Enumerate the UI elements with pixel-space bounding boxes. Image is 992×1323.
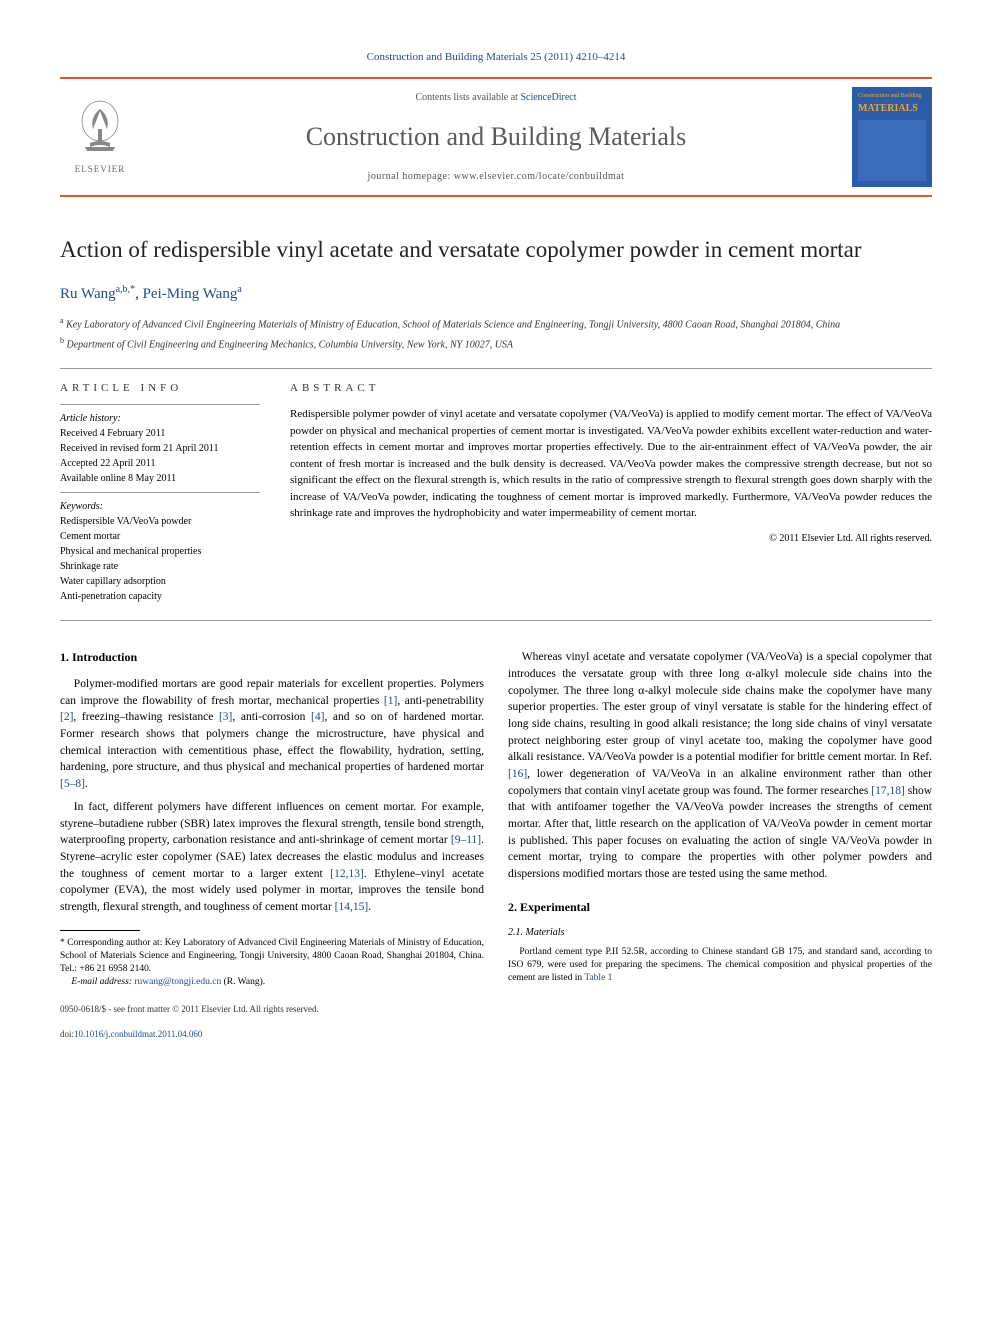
ref-link-12-13[interactable]: [12,13] — [330, 868, 364, 880]
article-title: Action of redispersible vinyl acetate an… — [60, 235, 932, 265]
keyword: Cement mortar — [60, 529, 260, 544]
keywords-label: Keywords: — [60, 499, 260, 514]
elsevier-tree-icon — [75, 99, 125, 159]
intro-para-1: Polymer-modified mortars are good repair… — [60, 676, 484, 793]
publisher-name: ELSEVIER — [75, 163, 126, 176]
author-1-link[interactable]: Ru Wang — [60, 286, 116, 302]
doi-link[interactable]: 10.1016/j.conbuildmat.2011.04.060 — [74, 1029, 202, 1039]
ref-link-1[interactable]: [1] — [384, 695, 397, 707]
cover-title: MATERIALS — [858, 102, 926, 116]
section-heading-experimental: 2. Experimental — [508, 899, 932, 916]
ref-link-4[interactable]: [4] — [311, 711, 324, 723]
online-date: Available online 8 May 2011 — [60, 471, 260, 486]
journal-header: ELSEVIER Contents lists available at Sci… — [60, 77, 932, 197]
header-center: Contents lists available at ScienceDirec… — [140, 79, 852, 195]
table-1-link[interactable]: Table 1 — [584, 973, 612, 983]
abstract-copyright: © 2011 Elsevier Ltd. All rights reserved… — [290, 532, 932, 546]
right-column: Whereas vinyl acetate and versatate copo… — [508, 649, 932, 1041]
author-2-affil-sup[interactable]: a — [237, 284, 241, 295]
info-abstract-row: ARTICLE INFO Article history: Received 4… — [60, 381, 932, 604]
author-2-link[interactable]: Pei-Ming Wang — [143, 286, 238, 302]
cover-image-placeholder — [858, 120, 926, 181]
materials-para-1: Portland cement type P.II 52.5R, accordi… — [508, 946, 932, 986]
received-date: Received 4 February 2011 — [60, 426, 260, 441]
abstract-text: Redispersible polymer powder of vinyl ac… — [290, 406, 932, 522]
body-columns: 1. Introduction Polymer-modified mortars… — [60, 649, 932, 1041]
contents-prefix: Contents lists available at — [415, 92, 520, 103]
journal-homepage: journal homepage: www.elsevier.com/locat… — [140, 170, 852, 184]
doi-line: doi:10.1016/j.conbuildmat.2011.04.060 — [60, 1029, 484, 1041]
publisher-logo[interactable]: ELSEVIER — [60, 91, 140, 184]
article-info-heading: ARTICLE INFO — [60, 381, 260, 396]
homepage-prefix: journal homepage: — [368, 171, 454, 182]
sciencedirect-link[interactable]: ScienceDirect — [520, 92, 576, 103]
info-divider — [60, 492, 260, 493]
affiliation-b: b Department of Civil Engineering and En… — [60, 335, 932, 352]
ref-link-17-18[interactable]: [17,18] — [871, 785, 905, 797]
journal-reference: Construction and Building Materials 25 (… — [60, 50, 932, 65]
journal-cover-thumbnail[interactable]: Construction and Building MATERIALS — [852, 87, 932, 187]
ref-link-2[interactable]: [2] — [60, 711, 73, 723]
email-link[interactable]: ruwang@tongji.edu.cn — [134, 977, 221, 987]
keyword: Shrinkage rate — [60, 559, 260, 574]
accepted-date: Accepted 22 April 2011 — [60, 456, 260, 471]
abstract-heading: ABSTRACT — [290, 381, 932, 396]
divider — [60, 368, 932, 369]
keyword: Redispersible VA/VeoVa powder — [60, 514, 260, 529]
email-suffix: (R. Wang). — [221, 977, 265, 987]
info-divider — [60, 404, 260, 405]
ref-link-3[interactable]: [3] — [219, 711, 232, 723]
history-label: Article history: — [60, 411, 260, 426]
ref-link-14-15[interactable]: [14,15] — [335, 901, 369, 913]
doi-label: doi: — [60, 1029, 74, 1039]
revised-date: Received in revised form 21 April 2011 — [60, 441, 260, 456]
email-footnote: E-mail address: ruwang@tongji.edu.cn (R.… — [60, 976, 484, 989]
ref-link-5-8[interactable]: [5–8] — [60, 778, 85, 790]
author-1-affil-sup[interactable]: a,b, — [116, 284, 130, 295]
journal-name: Construction and Building Materials — [140, 119, 852, 155]
section-heading-intro: 1. Introduction — [60, 649, 484, 666]
article-history: Article history: Received 4 February 201… — [60, 411, 260, 486]
subsection-heading-materials: 2.1. Materials — [508, 926, 932, 940]
footnote-separator — [60, 930, 140, 931]
author-separator: , — [135, 286, 143, 302]
front-matter-line: 0950-0618/$ - see front matter © 2011 El… — [60, 1004, 484, 1016]
divider — [60, 620, 932, 621]
ref-link-9-11[interactable]: [9–11] — [451, 834, 481, 846]
page-container: Construction and Building Materials 25 (… — [0, 0, 992, 1091]
keyword: Physical and mechanical properties — [60, 544, 260, 559]
contents-available: Contents lists available at ScienceDirec… — [140, 91, 852, 105]
left-column: 1. Introduction Polymer-modified mortars… — [60, 649, 484, 1041]
article-info-panel: ARTICLE INFO Article history: Received 4… — [60, 381, 260, 604]
intro-para-2: In fact, different polymers have differe… — [60, 799, 484, 916]
abstract-panel: ABSTRACT Redispersible polymer powder of… — [290, 381, 932, 604]
corresponding-author-footnote: * Corresponding author at: Key Laborator… — [60, 937, 484, 977]
affiliation-a: a Key Laboratory of Advanced Civil Engin… — [60, 315, 932, 332]
homepage-url[interactable]: www.elsevier.com/locate/conbuildmat — [454, 171, 625, 182]
author-list: Ru Wanga,b,*, Pei-Ming Wanga — [60, 283, 932, 305]
intro-para-3: Whereas vinyl acetate and versatate copo… — [508, 649, 932, 882]
cover-subtitle: Construction and Building — [858, 93, 926, 100]
journal-ref-link[interactable]: Construction and Building Materials 25 (… — [367, 51, 626, 63]
keyword: Water capillary adsorption — [60, 574, 260, 589]
keyword: Anti-penetration capacity — [60, 589, 260, 604]
keywords-block: Keywords: Redispersible VA/VeoVa powder … — [60, 499, 260, 604]
email-label: E-mail address: — [71, 977, 134, 987]
ref-link-16[interactable]: [16] — [508, 768, 527, 780]
